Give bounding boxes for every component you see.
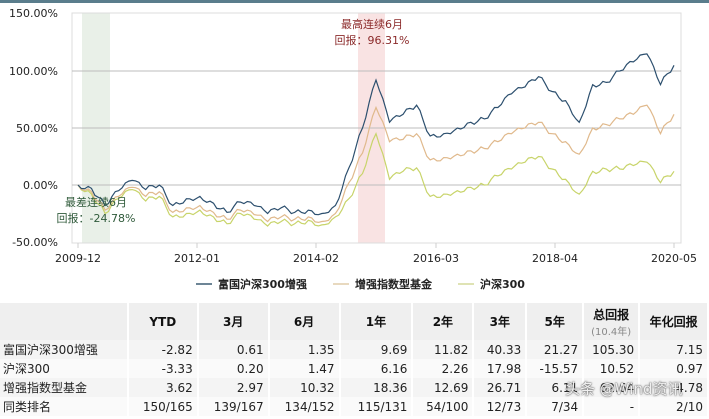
x-axis: 2009-12 2012-01 2014-02 2016-03 2018-04 … bbox=[55, 243, 697, 265]
y-tick-label: 0.00% bbox=[23, 179, 58, 192]
cell: 0.97 bbox=[639, 359, 709, 378]
cell: 17.98 bbox=[473, 359, 528, 378]
cell: 134/152 bbox=[268, 397, 341, 416]
y-tick-label: 50.00% bbox=[16, 122, 58, 135]
cell: 139/167 bbox=[197, 397, 270, 416]
cell: 0.61 bbox=[197, 340, 270, 359]
y-tick-label: -50.00% bbox=[12, 236, 58, 249]
cell: 2.97 bbox=[197, 378, 270, 397]
cell: 4.78 bbox=[639, 378, 709, 397]
legend-swatch bbox=[457, 283, 474, 285]
cell: 9.69 bbox=[339, 340, 414, 359]
cell: 2/10 bbox=[639, 397, 709, 416]
header-total-sub: (10.4年) bbox=[591, 326, 632, 338]
cell: 2.26 bbox=[412, 359, 475, 378]
header-ytd: YTD bbox=[127, 303, 199, 340]
header-total-label: 总回报 bbox=[593, 307, 630, 322]
row-name: 增强指数型基金 bbox=[0, 378, 129, 397]
cell: 12/73 bbox=[473, 397, 528, 416]
returns-table: YTD 3月 6月 1年 2年 3年 5年 总回报 (10.4年) 年化回报 富国… bbox=[0, 303, 709, 416]
cell: -2.82 bbox=[127, 340, 199, 359]
cell: 150/165 bbox=[127, 397, 199, 416]
cell: 21.27 bbox=[526, 340, 585, 359]
table-row: 同类排名 150/165 139/167 134/152 115/131 54/… bbox=[0, 397, 709, 416]
cell: 1.47 bbox=[268, 359, 341, 378]
header-5y: 5年 bbox=[526, 303, 585, 340]
x-tick-label: 2012-01 bbox=[174, 252, 220, 265]
y-tick-label: 150.00% bbox=[9, 7, 58, 20]
cell: 54/100 bbox=[412, 397, 475, 416]
cell: 6.11 bbox=[526, 378, 585, 397]
header-3y: 3年 bbox=[473, 303, 528, 340]
header-name bbox=[0, 303, 129, 340]
table-header-row: YTD 3月 6月 1年 2年 3年 5年 总回报 (10.4年) 年化回报 bbox=[0, 303, 709, 340]
row-name: 富国沪深300增强 bbox=[0, 340, 129, 359]
x-tick-label: 2020-05 bbox=[651, 252, 697, 265]
legend-label: 沪深300 bbox=[479, 278, 525, 291]
performance-line-chart: 150.00% 100.00% 50.00% 0.00% -50.00% 200… bbox=[9, 7, 697, 265]
legend-label: 增强指数型基金 bbox=[354, 278, 432, 291]
row-name: 同类排名 bbox=[0, 397, 129, 416]
table-row: 富国沪深300增强 -2.82 0.61 1.35 9.69 11.82 40.… bbox=[0, 340, 709, 359]
legend-label: 富国沪深300增强 bbox=[218, 278, 307, 291]
cell: 40.33 bbox=[473, 340, 528, 359]
y-axis: 150.00% 100.00% 50.00% 0.00% -50.00% bbox=[9, 7, 58, 249]
legend-item-fund[interactable]: 富国沪深300增强 bbox=[196, 276, 307, 292]
legend-swatch bbox=[332, 283, 349, 285]
x-tick-label: 2016-03 bbox=[413, 252, 459, 265]
gridlines bbox=[72, 70, 681, 186]
cell: 6.16 bbox=[339, 359, 414, 378]
header-1y: 1年 bbox=[339, 303, 414, 340]
cell: 12.69 bbox=[412, 378, 475, 397]
cell: -15.57 bbox=[526, 359, 585, 378]
chart-legend: 富国沪深300增强 增强指数型基金 沪深300 bbox=[196, 276, 525, 292]
cell: 3.62 bbox=[127, 378, 199, 397]
cell: 26.71 bbox=[473, 378, 528, 397]
row-name: 沪深300 bbox=[0, 359, 129, 378]
cell: - bbox=[583, 397, 641, 416]
cell: 7/34 bbox=[526, 397, 585, 416]
table-row: 增强指数型基金 3.62 2.97 10.32 18.36 12.69 26.7… bbox=[0, 378, 709, 397]
cell: 105.30 bbox=[583, 340, 641, 359]
top-border bbox=[0, 0, 709, 3]
cell: 7.15 bbox=[639, 340, 709, 359]
cell: -3.33 bbox=[127, 359, 199, 378]
x-tick-label: 2009-12 bbox=[55, 252, 101, 265]
x-tick-label: 2014-02 bbox=[293, 252, 339, 265]
best-period-annotation: 最高连续6月 回报：96.31% bbox=[335, 17, 410, 47]
legend-item-category[interactable]: 增强指数型基金 bbox=[332, 276, 432, 292]
legend-item-index[interactable]: 沪深300 bbox=[457, 276, 525, 292]
worst-period-annotation: 最差连续6月 回报：-24.78% bbox=[57, 195, 136, 225]
series-line bbox=[77, 132, 675, 227]
header-6m: 6月 bbox=[268, 303, 341, 340]
series-line bbox=[77, 53, 675, 216]
cell: 11.82 bbox=[412, 340, 475, 359]
worst-annotation-line2: 回报：-24.78% bbox=[57, 211, 136, 225]
cell: 62.64 bbox=[583, 378, 641, 397]
header-2y: 2年 bbox=[412, 303, 475, 340]
cell: 1.35 bbox=[268, 340, 341, 359]
x-tick-label: 2018-04 bbox=[532, 252, 578, 265]
header-3m: 3月 bbox=[197, 303, 270, 340]
series-line bbox=[77, 104, 675, 224]
legend-swatch bbox=[196, 283, 212, 285]
best-annotation-line2: 回报：96.31% bbox=[335, 33, 410, 47]
cell: 18.36 bbox=[339, 378, 414, 397]
header-total-return: 总回报 (10.4年) bbox=[583, 303, 641, 340]
best-annotation-line1: 最高连续6月 bbox=[341, 17, 403, 31]
series-lines bbox=[77, 53, 675, 227]
cell: 115/131 bbox=[339, 397, 414, 416]
cell: 0.20 bbox=[197, 359, 270, 378]
worst-annotation-line1: 最差连续6月 bbox=[65, 195, 127, 209]
y-tick-label: 100.00% bbox=[9, 65, 58, 78]
cell: 10.32 bbox=[268, 378, 341, 397]
table-row: 沪深300 -3.33 0.20 1.47 6.16 2.26 17.98 -1… bbox=[0, 359, 709, 378]
cell: 10.52 bbox=[583, 359, 641, 378]
header-annualized: 年化回报 bbox=[639, 303, 709, 340]
